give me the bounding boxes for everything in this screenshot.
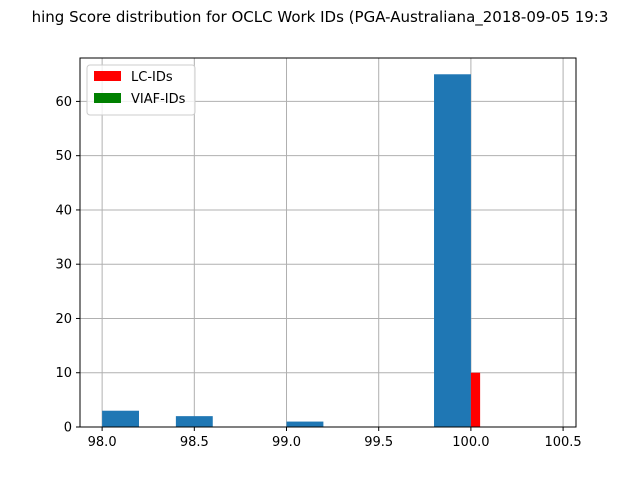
y-axis: 0 10 20 30 40 50 60 <box>55 95 80 436</box>
legend-swatch <box>94 71 121 81</box>
histogram-bar <box>286 421 324 427</box>
x-tick-label: 98.0 <box>88 435 117 450</box>
y-tick-label: 10 <box>55 366 72 381</box>
legend-label: LC-IDs <box>131 70 173 85</box>
legend: LC-IDs VIAF-IDs <box>86 64 196 116</box>
y-tick-label: 50 <box>55 149 72 164</box>
histogram-bar <box>102 410 140 427</box>
x-tick-label: 100.0 <box>452 435 489 450</box>
y-tick-label: 60 <box>55 95 72 110</box>
legend-swatch <box>94 93 121 103</box>
bars <box>102 74 481 427</box>
x-tick-label: 98.5 <box>180 435 209 450</box>
chart-title: hing Score distribution for OCLC Work ID… <box>32 8 609 27</box>
y-tick-label: 30 <box>55 258 72 273</box>
y-tick-label: 40 <box>55 203 72 218</box>
legend-label: VIAF-IDs <box>131 92 186 107</box>
plot-frame <box>79 57 577 428</box>
x-tick-label: 100.5 <box>544 435 581 450</box>
histogram-bar <box>470 372 481 427</box>
histogram-bar <box>175 416 213 427</box>
y-tick-label: 20 <box>55 312 72 327</box>
x-tick-label: 99.5 <box>364 435 393 450</box>
x-tick-label: 99.0 <box>272 435 301 450</box>
y-tick-label: 0 <box>64 421 72 436</box>
histogram-bar <box>434 74 471 427</box>
x-axis: 98.0 98.5 99.0 99.5 100.0 100.5 <box>88 427 582 450</box>
